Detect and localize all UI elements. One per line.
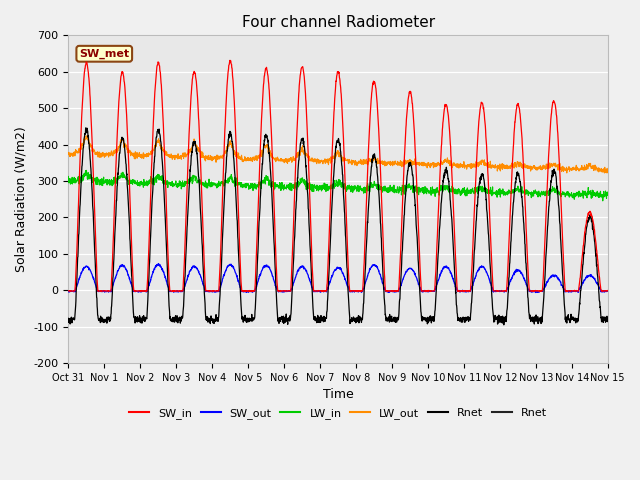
Legend: SW_in, SW_out, LW_in, LW_out, Rnet, Rnet: SW_in, SW_out, LW_in, LW_out, Rnet, Rnet [125,403,552,423]
Y-axis label: Solar Radiation (W/m2): Solar Radiation (W/m2) [15,126,28,272]
X-axis label: Time: Time [323,388,353,401]
Text: SW_met: SW_met [79,48,129,59]
Title: Four channel Radiometer: Four channel Radiometer [241,15,435,30]
